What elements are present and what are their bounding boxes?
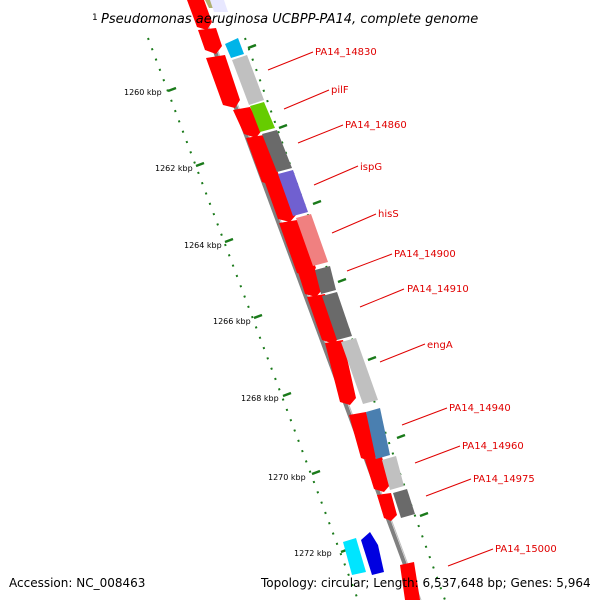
gene-block	[382, 456, 404, 490]
gene-label: PA14_14975	[473, 474, 535, 485]
label-leader	[447, 548, 494, 567]
label-leader	[283, 89, 330, 110]
outer-tick	[312, 199, 322, 206]
title-number: 1	[92, 13, 98, 23]
gene-block	[322, 292, 352, 340]
accession-text: Accession: NC_008463	[9, 576, 145, 590]
reverse-genes	[205, 0, 420, 600]
gene-block	[400, 562, 420, 600]
gene-block	[315, 266, 336, 294]
kbp-tick	[167, 86, 177, 93]
label-leader	[331, 213, 377, 234]
gene-block	[296, 214, 328, 266]
gene-arrow-blue	[361, 532, 384, 575]
outer-tick	[396, 433, 406, 440]
gene-label: PA14_14960	[462, 441, 524, 452]
outer-tick	[367, 355, 377, 362]
gene-block	[278, 170, 308, 216]
gene-block	[341, 338, 378, 404]
kbp-label: 1262 kbp	[155, 164, 193, 173]
gene-block	[250, 102, 275, 132]
label-leader	[425, 478, 472, 497]
gene-arrow	[187, 0, 212, 30]
gene-arrow	[206, 55, 240, 108]
gene-block	[232, 55, 264, 105]
gene-arrow	[349, 412, 378, 462]
kbp-label: 1266 kbp	[213, 317, 251, 326]
kbp-tick	[195, 161, 205, 168]
gene-arrow	[279, 220, 316, 276]
gene-arrow	[298, 269, 322, 297]
gene-label: PA14_14940	[449, 403, 511, 414]
gene-label: ispG	[360, 162, 382, 173]
gene-block	[366, 408, 390, 459]
gene-label: hisS	[378, 209, 399, 220]
gene-block-cyan	[343, 538, 366, 575]
label-leader	[379, 343, 426, 363]
gene-block	[393, 489, 415, 518]
kbp-tick	[282, 391, 292, 398]
gene-label: PA14_14910	[407, 284, 469, 295]
gene-arrow	[307, 294, 340, 344]
gene-arrow	[325, 340, 356, 405]
gene-label: PA14_14900	[394, 249, 456, 260]
outer-tick	[419, 511, 429, 518]
kbp-tick	[311, 469, 321, 476]
kbp-label: 1270 kbp	[268, 473, 306, 482]
label-leader	[346, 253, 393, 272]
label-leader	[414, 445, 461, 464]
gene-arrow	[377, 493, 397, 521]
outer-tick	[247, 43, 257, 50]
gene-block	[262, 130, 292, 172]
label-leader	[401, 407, 448, 426]
forward-genes	[187, 0, 397, 521]
kbp-ticks	[167, 86, 350, 554]
gene-label: PA14_14830	[315, 47, 377, 58]
gene-label: PA14_15000	[495, 544, 557, 555]
gene-label: engA	[427, 340, 453, 351]
kbp-label: 1268 kbp	[241, 394, 279, 403]
label-leader	[267, 51, 314, 71]
kbp-label: 1260 kbp	[124, 88, 162, 97]
kbp-tick	[253, 313, 263, 320]
outer-tick	[337, 277, 347, 284]
gene-arrow	[198, 28, 222, 54]
gene-block	[210, 0, 228, 12]
outer-tick	[278, 123, 288, 130]
kbp-label: 1264 kbp	[184, 241, 222, 250]
label-leader	[313, 165, 359, 186]
genome-summary: Topology: circular; Length: 6,537,648 bp…	[260, 576, 591, 590]
gene-arrow	[233, 107, 262, 138]
kbp-tick	[224, 237, 234, 244]
gene-label: PA14_14860	[345, 120, 407, 131]
outer-track-ticks	[247, 43, 429, 518]
inner-dotted-guide	[147, 37, 359, 600]
gene-arrow	[264, 177, 296, 222]
label-leaders	[267, 51, 494, 567]
label-leader	[297, 124, 344, 144]
kbp-label: 1272 kbp	[294, 549, 332, 558]
gene-arrow	[246, 135, 280, 186]
gene-block	[225, 38, 244, 58]
label-leader	[359, 288, 405, 308]
map-title: Pseudomonas aeruginosa UCBPP-PA14, compl…	[101, 12, 478, 27]
gene-label: pilF	[331, 85, 349, 96]
